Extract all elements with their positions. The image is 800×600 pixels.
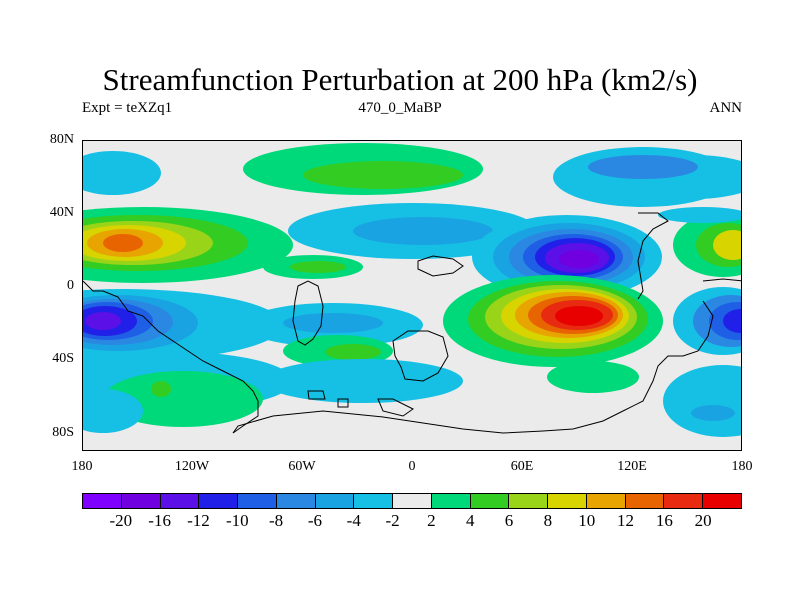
season-label: ANN [709,100,743,116]
colorbar-swatch [238,494,277,508]
x-tick-label: 120W [174,459,210,474]
contour-blob [723,309,741,333]
experiment-label: Expt = teXZq1 [82,100,173,116]
coastline [392,330,449,382]
contour-blob [559,250,599,268]
colorbar-swatch [470,494,510,508]
contour-blob [547,361,639,393]
x-tick-label: 60E [510,459,534,474]
y-tick-label: 40N [49,205,74,220]
contour-blob [555,306,603,326]
contour-blob [103,371,263,427]
plot-title: Streamfunction Perturbation at 200 hPa (… [102,62,698,97]
colorbar-label: 12 [617,511,635,530]
x-tick-label: 0 [408,459,416,474]
colorbar-label: -20 [109,511,133,530]
x-tick-label: 120E [617,459,647,474]
colorbar-swatch [199,494,239,508]
colorbar [82,493,742,509]
coastline [337,398,349,408]
colorbar-swatch [548,494,587,508]
colorbar-label: -12 [187,511,210,530]
colorbar-swatch [121,494,161,508]
colorbar-label: -10 [225,511,249,530]
y-tick-label: 80N [49,132,74,147]
coastline [637,212,669,300]
colorbar-label: -8 [269,511,284,530]
coastline [307,390,326,400]
contour-blob [83,151,161,195]
colorbar-label: 20 [694,511,712,530]
coastline [292,280,324,346]
y-tick-label: 80S [52,425,74,440]
y-tick-label: 0 [67,278,74,293]
contour-blob [325,344,381,360]
contour-blob [151,381,171,397]
colorbar-swatch [276,494,316,508]
colorbar-swatch [431,494,471,508]
contour-blob [290,261,346,273]
colorbar-label: 6 [504,511,514,530]
contour-field [83,143,741,437]
colorbar-label: -2 [385,511,400,530]
colorbar-label: -16 [148,511,171,530]
contour-blob [83,389,143,433]
contour-blob [263,359,463,403]
colorbar-swatch [664,494,704,508]
contour-blob [588,155,698,179]
y-tick-label: 40S [52,351,74,366]
coastline [377,398,414,417]
contour-blob [353,217,493,245]
contour-blob [658,207,741,223]
colorbar-swatch [625,494,665,508]
contour-blob [283,313,383,333]
colorbar-label: 8 [543,511,553,530]
contour-blob [663,365,741,437]
colorbar-label: -4 [346,511,361,530]
colorbar-label: 2 [427,511,436,530]
time-label: 470_0_MaBP [358,100,442,116]
contour-blob [713,230,741,260]
colorbar-swatch [393,494,432,508]
contour-blob [303,161,463,189]
colorbar-label: 4 [465,511,475,530]
colorbar-swatch [83,494,122,508]
contour-blob [85,312,121,330]
colorbar-swatch [354,494,394,508]
colorbar-swatch [509,494,549,508]
contour-blob [103,234,143,252]
colorbar-label: 10 [578,511,596,530]
coastline [83,280,259,434]
x-tick-label: 180 [731,459,753,474]
x-tick-label: 60W [288,459,316,474]
colorbar-swatch [703,494,742,508]
colorbar-swatch [315,494,355,508]
coastlines [83,212,741,434]
coastline [417,255,464,277]
map-panel [82,140,742,451]
colorbar-swatch [586,494,626,508]
colorbar-label: 16 [655,511,673,530]
coastline [702,278,741,282]
colorbar-swatch [160,494,200,508]
y-tick [82,140,88,141]
contour-blob [691,405,735,421]
colorbar-label: -6 [307,511,323,530]
coastline [232,300,714,434]
x-tick-label: 180 [71,459,93,474]
